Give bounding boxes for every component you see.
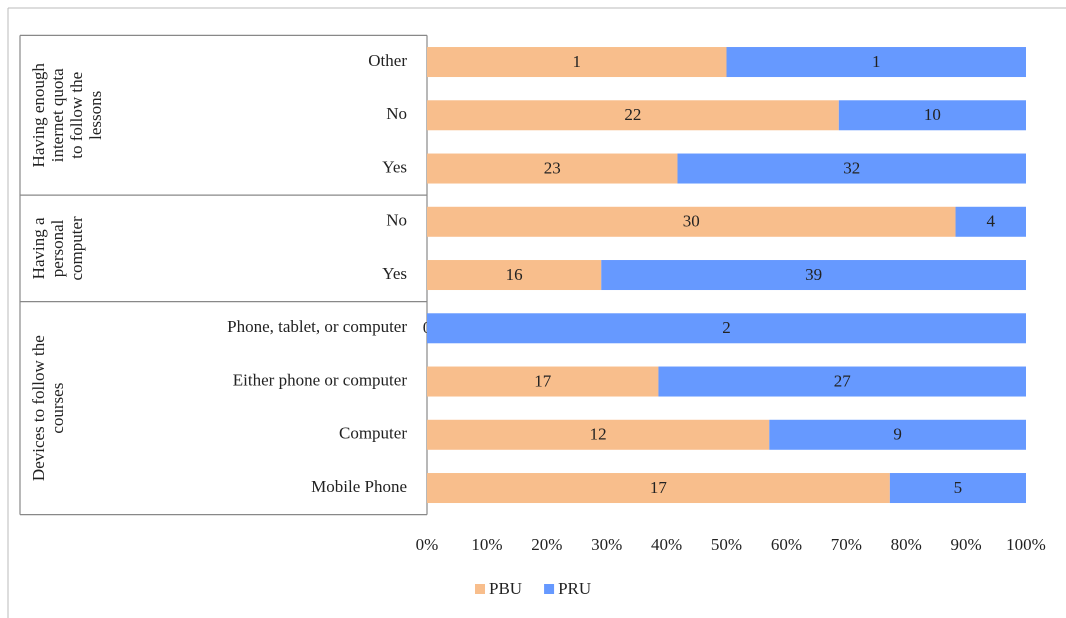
- data-label: 32: [843, 158, 860, 177]
- data-label: 2: [722, 318, 731, 337]
- x-tick-label: 50%: [711, 535, 742, 554]
- data-label: 9: [893, 425, 902, 444]
- category-label: Other: [368, 51, 407, 70]
- bar-segment: [427, 366, 659, 397]
- bar-segment: [601, 260, 1026, 291]
- group-label: Having enough: [29, 63, 48, 168]
- bar-segment: [427, 473, 890, 504]
- data-label: 1: [872, 52, 881, 71]
- x-tick-label: 10%: [471, 535, 502, 554]
- category-label: Yes: [382, 264, 407, 283]
- group-label: courses: [48, 383, 67, 434]
- category-label: Computer: [339, 424, 407, 443]
- category-label: Phone, tablet, or computer: [227, 317, 407, 336]
- group-label: internet quota: [48, 68, 67, 162]
- data-label: 16: [506, 265, 523, 284]
- category-label: No: [386, 104, 407, 123]
- data-label: 30: [683, 212, 700, 231]
- data-label: 22: [624, 105, 641, 124]
- legend-label: PBU: [489, 579, 522, 598]
- data-label: 23: [544, 158, 561, 177]
- bar-segment: [427, 153, 678, 184]
- bar-segment: [955, 206, 1026, 237]
- group-label: lessons: [86, 91, 105, 140]
- group-label: to follow the: [67, 72, 86, 159]
- group-label: Having a: [29, 217, 48, 279]
- bar-segment: [769, 419, 1026, 450]
- x-tick-label: 100%: [1006, 535, 1046, 554]
- data-label: 1: [573, 52, 582, 71]
- x-tick-label: 0%: [416, 535, 439, 554]
- category-label: Either phone or computer: [233, 370, 408, 389]
- data-label: 10: [924, 105, 941, 124]
- bar-segment: [427, 47, 727, 78]
- bar-segment: [726, 47, 1026, 78]
- data-label: 5: [954, 478, 963, 497]
- data-label: 27: [834, 371, 852, 390]
- category-label: No: [386, 211, 407, 230]
- category-label: Yes: [382, 157, 407, 176]
- bar-segment: [838, 100, 1026, 131]
- bar-segment: [427, 206, 956, 237]
- group-label: Devices to follow the: [29, 335, 48, 481]
- bar-segment: [427, 260, 602, 291]
- data-label: 17: [650, 478, 668, 497]
- category-label: Mobile Phone: [311, 477, 407, 496]
- bar-segment: [658, 366, 1026, 397]
- group-label: computer: [67, 216, 86, 281]
- data-label: 39: [805, 265, 822, 284]
- bar-segment: [427, 313, 1026, 344]
- x-tick-label: 20%: [531, 535, 562, 554]
- x-tick-label: 30%: [591, 535, 622, 554]
- data-label: 12: [590, 425, 607, 444]
- data-label: 4: [987, 212, 996, 231]
- legend-swatch: [544, 584, 555, 594]
- x-tick-label: 80%: [891, 535, 922, 554]
- data-label: 17: [534, 371, 552, 390]
- x-tick-label: 70%: [831, 535, 862, 554]
- x-tick-label: 40%: [651, 535, 682, 554]
- bar-segment: [427, 100, 839, 131]
- group-label: personal: [48, 219, 67, 277]
- bar-segment: [677, 153, 1026, 184]
- legend-label: PRU: [558, 579, 591, 598]
- bar-segment: [427, 419, 770, 450]
- x-tick-label: 60%: [771, 535, 802, 554]
- bar-segment: [889, 473, 1026, 504]
- x-tick-label: 90%: [951, 535, 982, 554]
- legend-swatch: [475, 584, 485, 594]
